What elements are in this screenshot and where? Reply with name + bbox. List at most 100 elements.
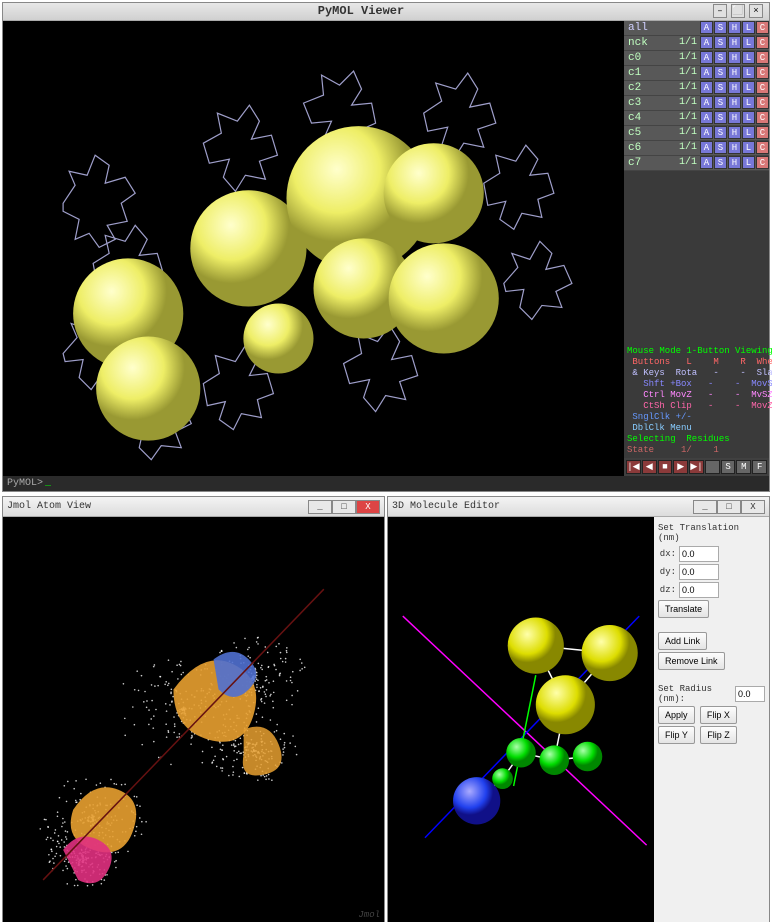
translate-button[interactable]: Translate — [658, 600, 709, 618]
flipz-button[interactable]: Flip Z — [700, 726, 737, 744]
jmol-maximize-button[interactable]: □ — [332, 500, 356, 514]
obj-btn-l[interactable]: L — [742, 126, 755, 139]
obj-btn-c[interactable]: C — [756, 81, 769, 94]
obj-btn-s[interactable]: S — [714, 51, 727, 64]
object-row-c3[interactable]: c31/1ASHLC — [624, 96, 769, 111]
close-button[interactable]: × — [749, 4, 763, 18]
obj-btn-h[interactable]: H — [728, 111, 741, 124]
obj-btn-a[interactable]: A — [700, 96, 713, 109]
editor-3d-viewport[interactable] — [388, 517, 654, 922]
dx-input[interactable] — [679, 546, 719, 562]
obj-btn-l[interactable]: L — [742, 141, 755, 154]
object-row-c2[interactable]: c21/1ASHLC — [624, 81, 769, 96]
obj-btn-l[interactable]: L — [742, 111, 755, 124]
obj-btn-h[interactable]: H — [728, 156, 741, 169]
jmol-minimize-button[interactable]: _ — [308, 500, 332, 514]
add-link-button[interactable]: Add Link — [658, 632, 707, 650]
editor-maximize-button[interactable]: □ — [717, 500, 741, 514]
object-row-c7[interactable]: c71/1ASHLC — [624, 156, 769, 171]
jmol-ribbons — [63, 652, 281, 883]
obj-btn-h[interactable]: H — [728, 36, 741, 49]
obj-btn-a[interactable]: A — [700, 156, 713, 169]
obj-btn-l[interactable]: L — [742, 36, 755, 49]
editor-window: 3D Molecule Editor _ □ X — [387, 496, 770, 922]
obj-btn-l[interactable]: L — [742, 66, 755, 79]
obj-btn-c[interactable]: C — [756, 51, 769, 64]
obj-btn-l[interactable]: L — [742, 51, 755, 64]
obj-btn-a[interactable]: A — [700, 21, 713, 34]
obj-btn-l[interactable]: L — [742, 96, 755, 109]
dx-label: dx: — [658, 549, 676, 559]
obj-btn-s[interactable]: S — [714, 21, 727, 34]
object-row-c5[interactable]: c51/1ASHLC — [624, 126, 769, 141]
jmol-3d-viewport[interactable]: Jmol — [3, 517, 384, 922]
jmol-close-button[interactable]: X — [356, 500, 380, 514]
flipx-button[interactable]: Flip X — [700, 706, 737, 724]
vcr-btn-6[interactable]: S — [721, 460, 736, 474]
maximize-button[interactable]: ⬜ — [731, 4, 745, 18]
vcr-btn-4[interactable]: ▶| — [689, 460, 704, 474]
pymol-3d-viewport[interactable] — [3, 21, 624, 476]
obj-btn-c[interactable]: C — [756, 126, 769, 139]
obj-btn-l[interactable]: L — [742, 21, 755, 34]
object-row-c4[interactable]: c41/1ASHLC — [624, 111, 769, 126]
remove-link-button[interactable]: Remove Link — [658, 652, 725, 670]
object-row-all[interactable]: allASHLC — [624, 21, 769, 36]
object-row-nck[interactable]: nck1/1ASHLC — [624, 36, 769, 51]
object-row-c1[interactable]: c11/1ASHLC — [624, 66, 769, 81]
obj-btn-a[interactable]: A — [700, 111, 713, 124]
obj-btn-h[interactable]: H — [728, 141, 741, 154]
flipy-button[interactable]: Flip Y — [658, 726, 695, 744]
obj-btn-a[interactable]: A — [700, 141, 713, 154]
obj-btn-s[interactable]: S — [714, 126, 727, 139]
obj-btn-s[interactable]: S — [714, 66, 727, 79]
obj-btn-h[interactable]: H — [728, 126, 741, 139]
obj-btn-s[interactable]: S — [714, 36, 727, 49]
help-line-3: & Keys Rota - - Slab — [627, 368, 766, 379]
help-line-2: Buttons L M R Wheel — [627, 357, 766, 368]
obj-btn-s[interactable]: S — [714, 156, 727, 169]
obj-btn-c[interactable]: C — [756, 96, 769, 109]
obj-btn-h[interactable]: H — [728, 21, 741, 34]
vcr-btn-1[interactable]: ◀ — [642, 460, 657, 474]
obj-btn-a[interactable]: A — [700, 66, 713, 79]
obj-btn-c[interactable]: C — [756, 141, 769, 154]
obj-btn-l[interactable]: L — [742, 156, 755, 169]
object-name: c1 — [624, 67, 679, 79]
obj-btn-s[interactable]: S — [714, 96, 727, 109]
editor-close-button[interactable]: X — [741, 500, 765, 514]
pymol-command-line[interactable]: PyMOL> _ — [3, 476, 769, 491]
vcr-btn-8[interactable]: F — [752, 460, 767, 474]
obj-btn-a[interactable]: A — [700, 126, 713, 139]
obj-btn-c[interactable]: C — [756, 111, 769, 124]
jmol-titlebar: Jmol Atom View _ □ X — [3, 497, 384, 517]
obj-btn-a[interactable]: A — [700, 36, 713, 49]
object-row-c6[interactable]: c61/1ASHLC — [624, 141, 769, 156]
obj-btn-h[interactable]: H — [728, 66, 741, 79]
vcr-btn-7[interactable]: M — [736, 460, 751, 474]
obj-btn-a[interactable]: A — [700, 81, 713, 94]
obj-btn-c[interactable]: C — [756, 21, 769, 34]
dy-input[interactable] — [679, 564, 719, 580]
editor-minimize-button[interactable]: _ — [693, 500, 717, 514]
obj-btn-a[interactable]: A — [700, 51, 713, 64]
dz-input[interactable] — [679, 582, 719, 598]
minimize-button[interactable]: – — [713, 4, 727, 18]
obj-btn-l[interactable]: L — [742, 81, 755, 94]
object-row-c0[interactable]: c01/1ASHLC — [624, 51, 769, 66]
obj-btn-s[interactable]: S — [714, 111, 727, 124]
obj-btn-s[interactable]: S — [714, 141, 727, 154]
vcr-btn-3[interactable]: ▶ — [673, 460, 688, 474]
vcr-btn-5[interactable] — [705, 460, 720, 474]
apply-button[interactable]: Apply — [658, 706, 695, 724]
obj-btn-h[interactable]: H — [728, 96, 741, 109]
vcr-btn-2[interactable]: ■ — [658, 460, 673, 474]
vcr-btn-0[interactable]: |◀ — [626, 460, 641, 474]
radius-input[interactable] — [735, 686, 765, 702]
obj-btn-s[interactable]: S — [714, 81, 727, 94]
obj-btn-h[interactable]: H — [728, 51, 741, 64]
obj-btn-c[interactable]: C — [756, 156, 769, 169]
obj-btn-h[interactable]: H — [728, 81, 741, 94]
obj-btn-c[interactable]: C — [756, 36, 769, 49]
obj-btn-c[interactable]: C — [756, 66, 769, 79]
